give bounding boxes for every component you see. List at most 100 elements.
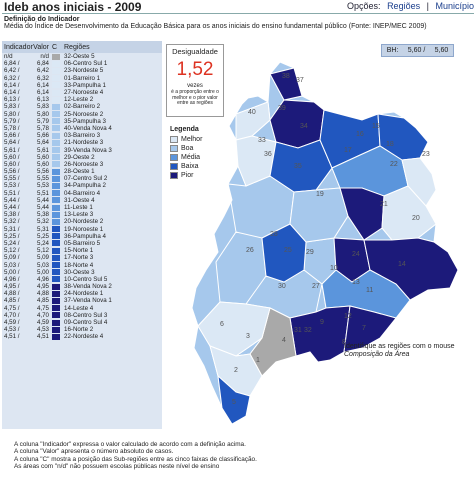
row-class-swatch <box>52 182 60 189</box>
table-row[interactable]: 6,42 / 6,42 23-Nordeste 5 <box>2 67 162 74</box>
table-row[interactable]: 6,14 / 6,14 33-Pampulha 1 <box>2 82 162 89</box>
table-row[interactable]: 5,00 / 5,00 30-Oeste 3 <box>2 269 162 276</box>
map-region-label: 18 <box>386 141 394 148</box>
legend-label: Melhor <box>181 136 203 143</box>
table-row[interactable]: 5,56 / 5,56 28-Oeste 1 <box>2 168 162 175</box>
map-region[interactable] <box>269 139 333 193</box>
row-region: 15-Norte 1 <box>64 247 94 255</box>
table-row[interactable]: 6,84 / 6,84 06-Centro Sul 1 <box>2 60 162 67</box>
row-class-swatch <box>52 89 60 96</box>
header-indicator[interactable]: Indicador <box>4 43 33 51</box>
inequality-heading: Desigualdade <box>172 47 218 56</box>
row-indicator: 4,85 / <box>4 297 20 305</box>
table-row[interactable]: 5,31 / 5,31 19-Noroeste 1 <box>2 226 162 233</box>
table-row[interactable]: 5,24 / 5,24 05-Barreiro 5 <box>2 240 162 247</box>
table-row[interactable]: 4,85 / 4,85 37-Venda Nova 1 <box>2 297 162 304</box>
table-row[interactable]: 5,60 / 5,60 26-Noroeste 3 <box>2 161 162 168</box>
table-row[interactable]: 4,95 / 4,95 38-Venda Nova 2 <box>2 283 162 290</box>
map-region-label: 28 <box>270 231 278 238</box>
map-region[interactable] <box>269 67 303 101</box>
row-region: 26-Noroeste 3 <box>64 160 104 168</box>
row-indicator: 6,32 / <box>4 74 20 82</box>
table-row[interactable]: 5,83 / 5,83 02-Barreiro 2 <box>2 103 162 110</box>
map-region-labels: 3837403933343635171816151922232120252628… <box>220 73 430 406</box>
table-row[interactable]: 6,14 / 6,14 27-Noroeste 4 <box>2 89 162 96</box>
table-row[interactable]: 6,32 / 6,32 01-Barreiro 1 <box>2 75 162 82</box>
map-region-label: 4 <box>282 337 286 344</box>
row-region: 10-Centro Sul 5 <box>64 275 108 283</box>
legend-swatch <box>170 163 178 170</box>
map-region[interactable] <box>217 374 251 425</box>
row-region: 05-Barreiro 5 <box>64 239 101 247</box>
row-class-swatch <box>52 132 60 139</box>
table-header: Indicador Valor C Regiões <box>2 41 162 53</box>
option-regions-link[interactable]: Regiões <box>387 1 421 11</box>
table-row[interactable]: 5,44 / 5,44 31-Oeste 4 <box>2 197 162 204</box>
row-region: 21-Nordeste 3 <box>64 139 104 147</box>
legend-label: Baixa <box>181 163 199 170</box>
table-row[interactable]: 5,09 / 5,09 17-Norte 3 <box>2 254 162 261</box>
row-indicator: 4,88 / <box>4 290 20 298</box>
map-region[interactable] <box>197 301 271 357</box>
header-class[interactable]: C <box>52 44 58 51</box>
row-class-swatch <box>52 125 60 132</box>
row-class-swatch <box>52 305 60 312</box>
map-region-label: 38 <box>282 73 290 80</box>
table-row[interactable]: 5,79 / 5,79 35-Pampulha 3 <box>2 118 162 125</box>
map-region[interactable] <box>343 305 397 353</box>
map-region-label: 6 <box>220 321 224 328</box>
table-row[interactable]: 5,12 / 5,12 15-Norte 1 <box>2 247 162 254</box>
option-municipality-link[interactable]: Município <box>435 1 474 11</box>
map-region[interactable] <box>249 307 297 377</box>
map-region[interactable] <box>289 305 351 363</box>
table-row[interactable]: 5,66 / 5,66 03-Barreiro 3 <box>2 132 162 139</box>
row-value: 5,32 <box>36 218 49 226</box>
header-value[interactable]: Valor <box>33 43 49 51</box>
map-region-label: 33 <box>258 137 266 144</box>
row-value: 4,96 <box>36 275 49 283</box>
inequality-value: 1,52 <box>176 59 214 80</box>
table-row[interactable]: 5,38 / 5,38 13-Leste 3 <box>2 211 162 218</box>
row-value: 5,60 <box>36 153 49 161</box>
table-row[interactable]: 4,53 / 4,53 16-Norte 2 <box>2 326 162 333</box>
table-row[interactable]: 4,96 / 4,96 10-Centro Sul 5 <box>2 276 162 283</box>
table-row[interactable]: 4,75 / 4,75 14-Leste 4 <box>2 305 162 312</box>
table-row[interactable]: 5,44 / 5,44 11-Leste 1 <box>2 204 162 211</box>
table-row[interactable]: 5,51 / 5,51 04-Barreiro 4 <box>2 190 162 197</box>
table-row[interactable]: 6,13 / 6,13 12-Leste 2 <box>2 96 162 103</box>
map-region-label: 31 <box>294 327 302 334</box>
table-row[interactable]: 5,53 / 5,53 34-Pampulha 2 <box>2 182 162 189</box>
map-region[interactable] <box>235 101 271 141</box>
row-region: 09-Centro Sul 4 <box>64 319 108 327</box>
map-highlighted-regions[interactable] <box>197 67 459 425</box>
legend-label: Pior <box>181 172 194 179</box>
table-row[interactable]: 5,78 / 5,78 40-Venda Nova 4 <box>2 125 162 132</box>
table-row[interactable]: 5,80 / 5,80 25-Noroeste 2 <box>2 111 162 118</box>
header-regions[interactable]: Regiões <box>64 43 90 51</box>
table-row[interactable]: 5,55 / 5,55 07-Centro Sul 2 <box>2 175 162 182</box>
legend-item-media: Média <box>170 153 202 162</box>
table-row[interactable]: 4,59 / 4,59 09-Centro Sul 4 <box>2 319 162 326</box>
table-row[interactable]: 5,60 / 5,60 29-Oeste 2 <box>2 154 162 161</box>
row-class-swatch <box>52 53 60 60</box>
row-class-swatch <box>52 161 60 168</box>
map-region-label: 34 <box>300 123 308 130</box>
map-region[interactable] <box>261 223 307 283</box>
row-value: 5,66 <box>36 132 49 140</box>
table-row[interactable]: 5,25 / 5,25 36-Pampulha 4 <box>2 233 162 240</box>
row-indicator: 5,31 / <box>4 225 20 233</box>
table-row[interactable]: 5,61 / 5,61 39-Venda Nova 3 <box>2 146 162 154</box>
table-row[interactable]: 4,51 / 4,51 22-Nordeste 4 <box>2 333 162 340</box>
table-row[interactable]: 5,03 / 5,03 18-Norte 4 <box>2 261 162 269</box>
indicator-table: Indicador Valor C Regiões n/d n/d 32-Oeste… <box>2 41 162 429</box>
map-region[interactable] <box>381 185 437 241</box>
table-row[interactable]: 5,64 / 5,64 21-Nordeste 3 <box>2 139 162 146</box>
table-row[interactable]: 4,70 / 4,70 08-Centro Sul 3 <box>2 312 162 319</box>
table-row[interactable]: n/d n/d 32-Oeste 5 <box>2 53 162 60</box>
row-value: 5,79 <box>36 117 49 125</box>
row-region: 27-Noroeste 4 <box>64 89 104 97</box>
footnote-2: A coluna "Valor" apresenta o número abso… <box>14 448 174 456</box>
table-row[interactable]: 4,88 / 4,88 24-Nordeste 1 <box>2 290 162 297</box>
map-region-label: 32 <box>304 327 312 334</box>
table-row[interactable]: 5,32 / 5,32 20-Nordeste 2 <box>2 218 162 225</box>
